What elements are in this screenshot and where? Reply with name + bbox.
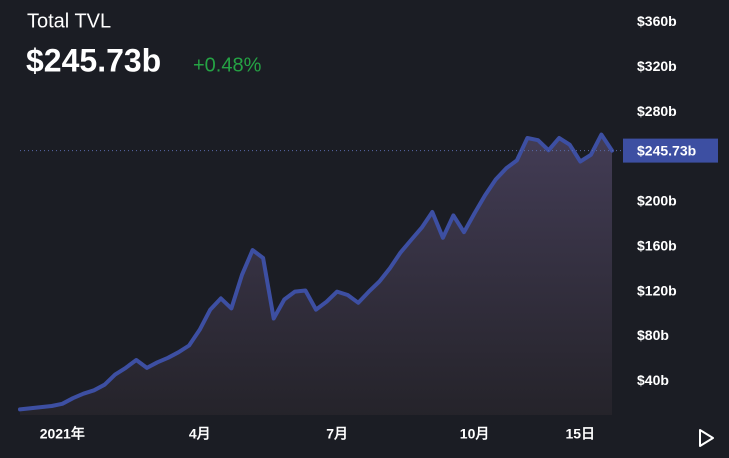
y-tick-label: $160b — [637, 237, 677, 253]
current-value-badge — [623, 138, 718, 163]
current-value-label: $245.73b — [637, 142, 696, 158]
y-tick-label: $320b — [637, 58, 677, 74]
x-tick-label: 2021年 — [40, 426, 85, 442]
play-button[interactable] — [699, 429, 714, 447]
y-tick-label: $200b — [637, 193, 677, 209]
y-tick-label: $80b — [637, 327, 669, 343]
x-tick-label: 7月 — [326, 426, 348, 442]
y-tick-label: $40b — [637, 372, 669, 388]
tvl-line — [18, 132, 614, 412]
y-tick-label: $280b — [637, 103, 677, 119]
x-tick-label: 4月 — [189, 426, 211, 442]
chart-title: Total TVL — [27, 10, 111, 32]
plot-area — [18, 132, 622, 415]
total-value: $245.73b — [26, 42, 161, 78]
x-tick-label: 10月 — [460, 426, 490, 442]
y-tick-label: $360b — [637, 13, 677, 29]
x-tick-label: 15日 — [565, 426, 595, 442]
y-tick-label: $120b — [637, 282, 677, 298]
area-fill — [20, 134, 612, 415]
change-percent: +0.48% — [193, 54, 262, 76]
